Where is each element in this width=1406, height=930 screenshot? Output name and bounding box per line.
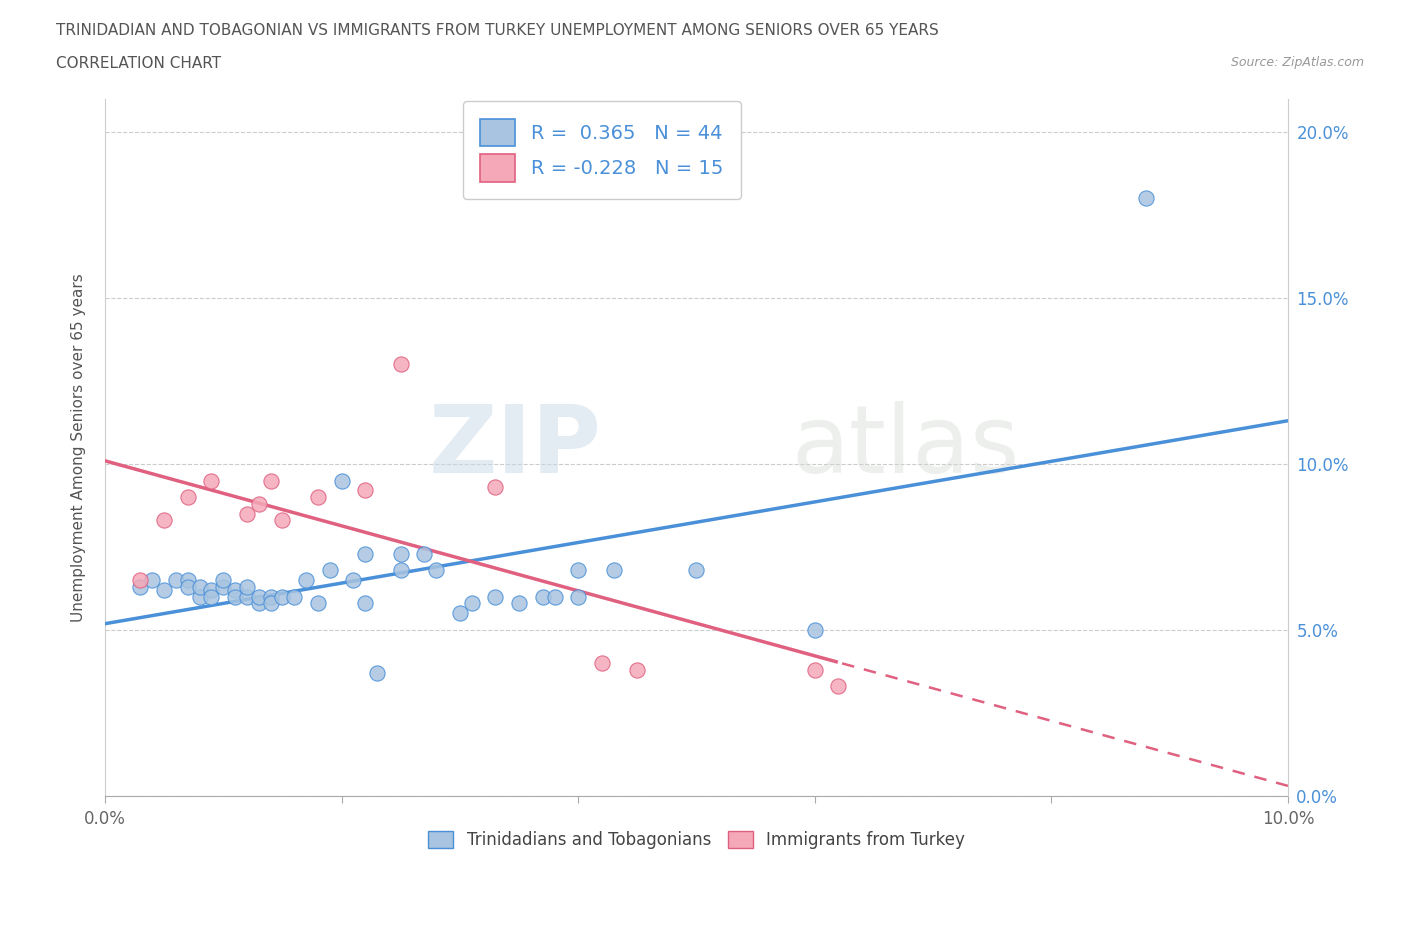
Point <box>330 473 353 488</box>
Point <box>626 662 648 677</box>
Point <box>153 582 176 597</box>
Point <box>366 666 388 681</box>
Point <box>247 596 270 611</box>
Text: Source: ZipAtlas.com: Source: ZipAtlas.com <box>1230 56 1364 69</box>
Point <box>247 497 270 512</box>
Point <box>389 563 412 578</box>
Point <box>200 582 222 597</box>
Text: TRINIDADIAN AND TOBAGONIAN VS IMMIGRANTS FROM TURKEY UNEMPLOYMENT AMONG SENIORS : TRINIDADIAN AND TOBAGONIAN VS IMMIGRANTS… <box>56 23 939 38</box>
Point <box>188 579 211 594</box>
Point <box>247 590 270 604</box>
Text: CORRELATION CHART: CORRELATION CHART <box>56 56 221 71</box>
Point <box>804 622 827 637</box>
Point <box>236 506 259 521</box>
Point <box>177 579 200 594</box>
Point <box>425 563 447 578</box>
Point <box>259 596 281 611</box>
Point <box>212 579 235 594</box>
Point <box>188 590 211 604</box>
Point <box>259 590 281 604</box>
Point <box>567 590 589 604</box>
Point <box>354 546 377 561</box>
Point <box>212 573 235 588</box>
Point <box>307 490 329 505</box>
Text: ZIP: ZIP <box>429 402 602 493</box>
Point <box>531 590 554 604</box>
Point <box>259 473 281 488</box>
Point <box>461 596 484 611</box>
Point <box>307 596 329 611</box>
Point <box>354 483 377 498</box>
Point <box>449 605 471 620</box>
Point <box>804 662 827 677</box>
Point <box>236 590 259 604</box>
Point <box>177 490 200 505</box>
Point <box>319 563 342 578</box>
Point <box>271 590 294 604</box>
Point <box>508 596 530 611</box>
Point <box>177 573 200 588</box>
Point <box>389 357 412 372</box>
Point <box>153 513 176 528</box>
Point <box>224 590 246 604</box>
Point <box>1135 191 1157 206</box>
Point <box>129 573 152 588</box>
Point <box>389 546 412 561</box>
Point <box>295 573 318 588</box>
Point <box>685 563 707 578</box>
Point <box>165 573 187 588</box>
Point <box>354 596 377 611</box>
Point <box>602 563 624 578</box>
Y-axis label: Unemployment Among Seniors over 65 years: Unemployment Among Seniors over 65 years <box>72 272 86 621</box>
Point <box>591 656 613 671</box>
Point <box>484 480 506 495</box>
Point <box>200 473 222 488</box>
Point <box>129 579 152 594</box>
Point <box>141 573 163 588</box>
Point <box>827 679 849 694</box>
Text: atlas: atlas <box>792 402 1019 493</box>
Point <box>271 513 294 528</box>
Point <box>224 582 246 597</box>
Point <box>236 579 259 594</box>
Point <box>200 590 222 604</box>
Point <box>484 590 506 604</box>
Legend: Trinidadians and Tobagonians, Immigrants from Turkey: Trinidadians and Tobagonians, Immigrants… <box>420 822 973 857</box>
Point <box>567 563 589 578</box>
Point <box>342 573 364 588</box>
Point <box>413 546 436 561</box>
Point <box>543 590 565 604</box>
Point <box>283 590 305 604</box>
